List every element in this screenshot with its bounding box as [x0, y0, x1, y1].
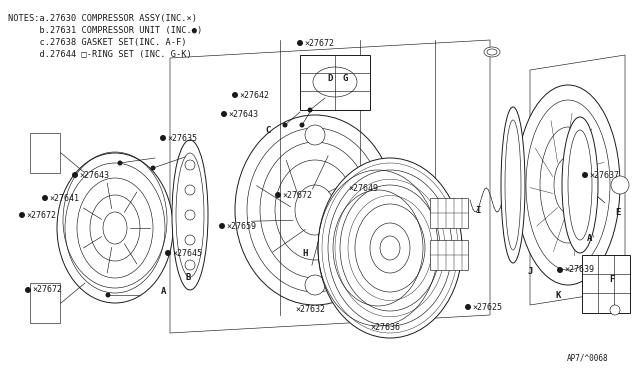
- Circle shape: [160, 135, 166, 141]
- Text: ×27632: ×27632: [295, 305, 325, 314]
- Circle shape: [19, 212, 25, 218]
- Text: G: G: [342, 74, 348, 83]
- Text: ×27672: ×27672: [26, 211, 56, 219]
- Text: ×27643: ×27643: [228, 109, 258, 119]
- Text: ×27635: ×27635: [167, 134, 197, 142]
- Text: I: I: [476, 205, 481, 215]
- Circle shape: [465, 304, 471, 310]
- Circle shape: [72, 172, 78, 178]
- Text: E: E: [615, 208, 621, 217]
- Circle shape: [282, 122, 287, 128]
- Bar: [430, 198, 468, 228]
- Circle shape: [118, 160, 122, 166]
- Circle shape: [221, 111, 227, 117]
- Text: ×27672: ×27672: [304, 38, 334, 48]
- Text: ×27641: ×27641: [49, 193, 79, 202]
- Circle shape: [232, 92, 238, 98]
- Text: A: A: [161, 288, 166, 296]
- Circle shape: [25, 287, 31, 293]
- Text: J: J: [527, 267, 532, 276]
- Text: ×27625: ×27625: [472, 302, 502, 311]
- Bar: [30, 283, 60, 323]
- Ellipse shape: [103, 212, 127, 244]
- Text: ×27672: ×27672: [282, 190, 312, 199]
- Text: NOTES:a.27630 COMPRESSOR ASSY(INC.×): NOTES:a.27630 COMPRESSOR ASSY(INC.×): [8, 13, 197, 22]
- Text: d.27644 □-RING SET (INC. G-K): d.27644 □-RING SET (INC. G-K): [8, 49, 192, 58]
- Ellipse shape: [172, 140, 208, 290]
- Text: ×27645: ×27645: [172, 248, 202, 257]
- Ellipse shape: [484, 47, 500, 57]
- Ellipse shape: [57, 153, 173, 303]
- Circle shape: [165, 250, 171, 256]
- Ellipse shape: [380, 236, 400, 260]
- Text: ×27649: ×27649: [348, 183, 378, 192]
- Ellipse shape: [562, 117, 598, 253]
- Ellipse shape: [501, 107, 525, 263]
- Bar: [582, 255, 630, 313]
- Text: ×27642: ×27642: [239, 90, 269, 99]
- Text: ×27636: ×27636: [370, 324, 400, 333]
- Text: b.27631 COMPRESSOR UNIT (INC.●): b.27631 COMPRESSOR UNIT (INC.●): [8, 26, 202, 35]
- Text: C: C: [266, 125, 271, 135]
- Circle shape: [582, 172, 588, 178]
- Text: ×27659: ×27659: [226, 221, 256, 231]
- Circle shape: [150, 166, 156, 170]
- Ellipse shape: [516, 85, 620, 285]
- Ellipse shape: [610, 305, 620, 315]
- Text: A: A: [588, 234, 593, 243]
- Text: F: F: [609, 276, 614, 285]
- Bar: [300, 55, 370, 110]
- Text: ×27643: ×27643: [79, 170, 109, 180]
- Ellipse shape: [305, 125, 325, 145]
- Circle shape: [219, 223, 225, 229]
- Text: ×27672: ×27672: [32, 285, 62, 295]
- Circle shape: [307, 108, 312, 112]
- Text: c.27638 GASKET SET(INC. A-F): c.27638 GASKET SET(INC. A-F): [8, 38, 186, 46]
- Ellipse shape: [611, 176, 629, 194]
- Circle shape: [42, 195, 48, 201]
- Text: ×27639: ×27639: [564, 266, 594, 275]
- Bar: [30, 133, 60, 173]
- Circle shape: [297, 40, 303, 46]
- Circle shape: [557, 267, 563, 273]
- Circle shape: [106, 292, 111, 298]
- Circle shape: [300, 122, 305, 128]
- Bar: [430, 240, 468, 270]
- Ellipse shape: [305, 275, 325, 295]
- Text: K: K: [556, 291, 561, 299]
- Circle shape: [275, 192, 281, 198]
- Text: ×27637: ×27637: [589, 170, 619, 180]
- Text: B: B: [186, 273, 191, 282]
- Text: H: H: [302, 248, 308, 257]
- Ellipse shape: [235, 115, 395, 305]
- Text: AP7/^0068: AP7/^0068: [566, 353, 608, 362]
- Ellipse shape: [318, 158, 462, 338]
- Text: D: D: [327, 74, 333, 83]
